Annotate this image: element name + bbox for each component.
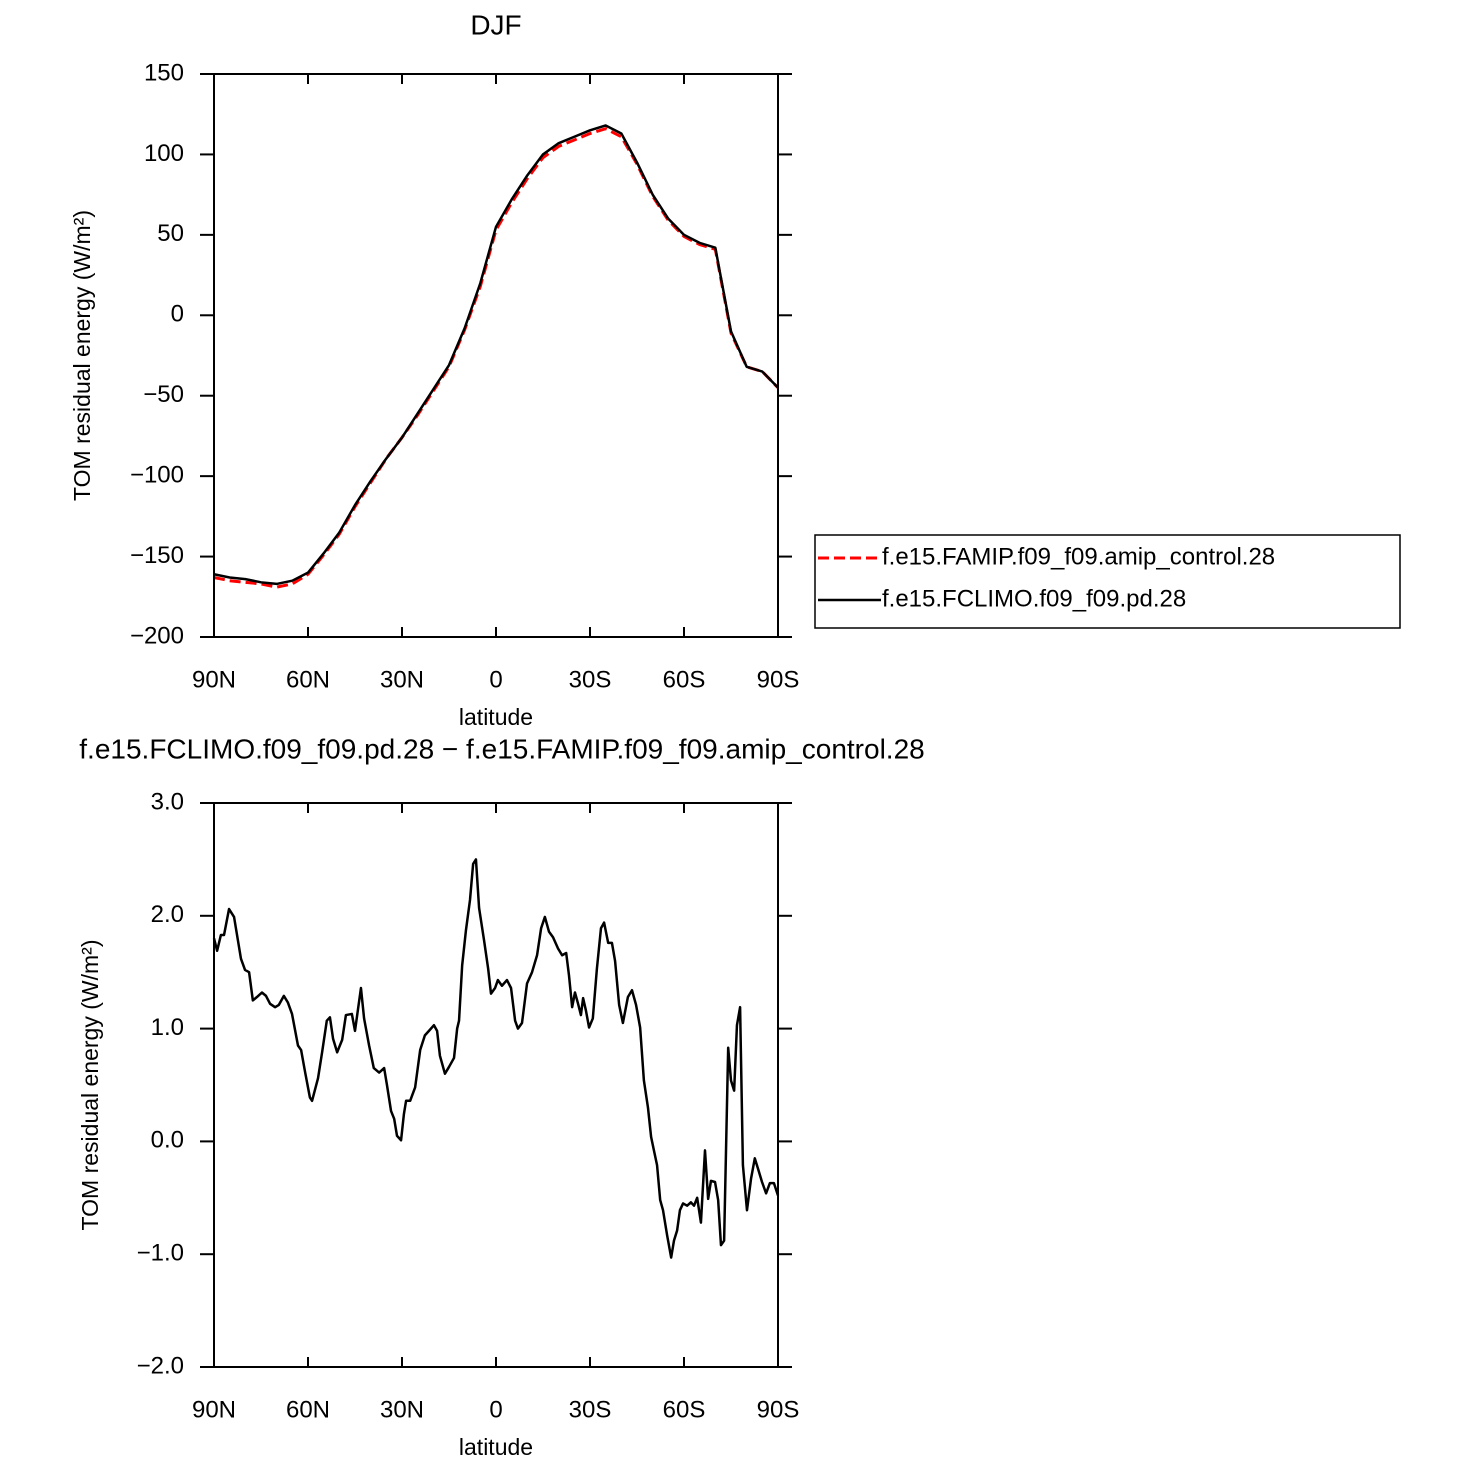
y-tick-label: 150	[144, 59, 184, 86]
x-tick-label: 60N	[286, 1396, 330, 1423]
data-line	[213, 127, 780, 589]
x-axis-label: latitude	[459, 1434, 533, 1460]
y-tick-label: −200	[130, 622, 184, 649]
x-tick-label: 90S	[757, 1396, 800, 1423]
y-axis-label: TOM residual energy (W/m²)	[69, 210, 95, 501]
x-tick-label: 60N	[286, 666, 330, 693]
plot-frame	[213, 802, 779, 1368]
x-tick-label: 30N	[380, 1396, 424, 1423]
x-tick-label: 30N	[380, 666, 424, 693]
data-line	[213, 124, 779, 586]
y-tick-label: 3.0	[151, 788, 184, 815]
x-tick-label: 30S	[569, 1396, 612, 1423]
data-line	[212, 858, 780, 1259]
y-tick-label: 50	[157, 220, 184, 247]
y-tick-label: −1.0	[137, 1240, 184, 1267]
x-tick-label: 30S	[569, 666, 612, 693]
y-axis-label: TOM residual energy (W/m²)	[77, 940, 103, 1231]
y-tick-label: 100	[144, 140, 184, 167]
legend-label: f.e15.FAMIP.f09_f09.amip_control.28	[882, 543, 1275, 570]
x-tick-label: 60S	[663, 1396, 706, 1423]
x-tick-label: 0	[489, 666, 502, 693]
chart-title: DJF	[470, 9, 521, 40]
legend-label: f.e15.FCLIMO.f09_f09.pd.28	[882, 585, 1186, 612]
chart-title: f.e15.FCLIMO.f09_f09.pd.28 − f.e15.FAMIP…	[79, 733, 924, 764]
y-tick-label: 2.0	[151, 901, 184, 928]
x-tick-label: 90N	[192, 666, 236, 693]
x-tick-label: 0	[489, 1396, 502, 1423]
x-tick-label: 90N	[192, 1396, 236, 1423]
legend-box	[814, 534, 1401, 629]
y-tick-label: −100	[130, 461, 184, 488]
y-tick-label: −150	[130, 542, 184, 569]
plot-frame	[213, 73, 779, 638]
y-tick-label: −50	[143, 381, 184, 408]
y-tick-label: 0.0	[151, 1127, 184, 1154]
x-axis-label: latitude	[459, 704, 533, 730]
y-tick-label: −2.0	[137, 1352, 184, 1379]
y-tick-label: 1.0	[151, 1014, 184, 1041]
x-tick-label: 90S	[757, 666, 800, 693]
y-tick-label: 0	[171, 301, 184, 328]
x-tick-label: 60S	[663, 666, 706, 693]
